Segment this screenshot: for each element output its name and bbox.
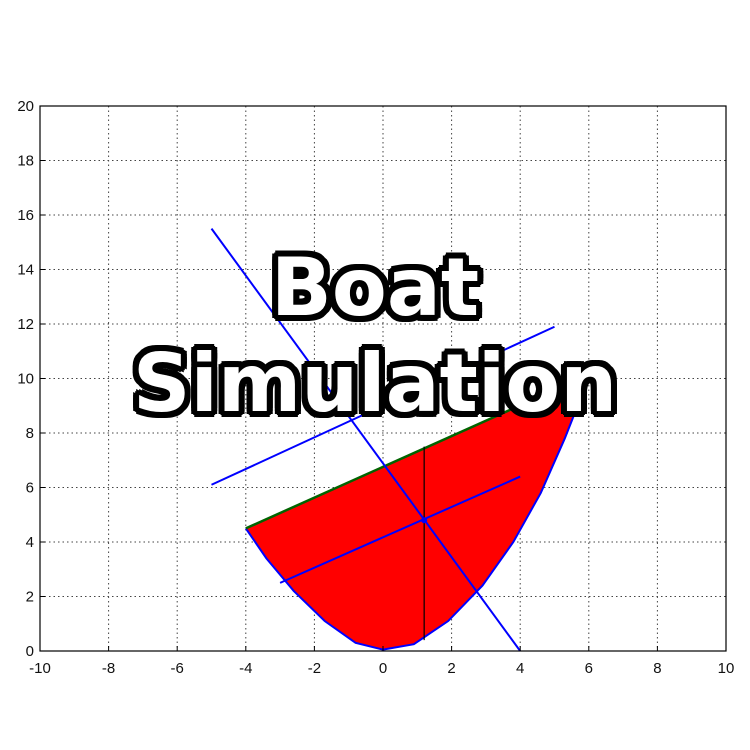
- x-tick-label: 2: [447, 660, 455, 677]
- center-point: [421, 517, 428, 524]
- y-tick-label: 6: [26, 480, 34, 497]
- hull-outline: [244, 372, 594, 651]
- x-tick-label: 4: [516, 660, 524, 677]
- series-line: [279, 475, 521, 584]
- y-tick-label: 2: [26, 589, 34, 606]
- y-tick-label: 18: [17, 153, 34, 170]
- x-tick-label: 0: [379, 660, 387, 677]
- series-line: [211, 325, 555, 486]
- x-tick-label: -2: [308, 660, 321, 677]
- x-tick-label: 6: [585, 660, 593, 677]
- hull-deck: [245, 371, 593, 530]
- tick-labels: -10 -8 -6 -4 -2 0 2 4 6 8 10 0 2 4 6 8 10 12 14 16 18 20: [17, 98, 734, 677]
- x-tick-label: -8: [102, 660, 115, 677]
- x-tick-label: -4: [239, 660, 252, 677]
- y-tick-label: 20: [17, 98, 34, 115]
- series-line: [210, 228, 522, 652]
- y-tick-label: 16: [17, 207, 34, 224]
- y-tick-label: 0: [26, 643, 34, 660]
- axes-box: [39, 105, 727, 652]
- grid: [40, 106, 726, 651]
- x-tick-label: -10: [29, 660, 51, 677]
- x-tick-label: -6: [171, 660, 184, 677]
- y-tick-label: 10: [17, 371, 34, 388]
- y-tick-label: 14: [17, 262, 34, 279]
- series-lines: [210, 228, 555, 652]
- x-tick-label: 10: [718, 660, 735, 677]
- y-tick-label: 8: [26, 425, 34, 442]
- x-tick-label: 8: [653, 660, 661, 677]
- y-tick-label: 12: [17, 316, 34, 333]
- y-tick-label: 4: [26, 534, 34, 551]
